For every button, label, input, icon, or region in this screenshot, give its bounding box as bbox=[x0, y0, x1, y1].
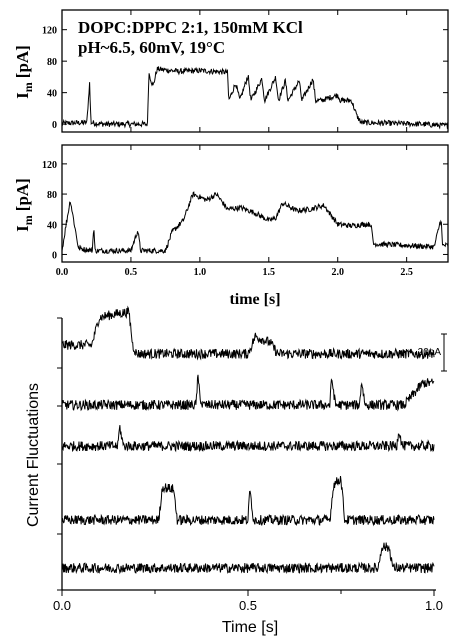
y-axis-label-sub: m bbox=[21, 215, 35, 225]
y-tick-label: 120 bbox=[42, 26, 57, 37]
panel-bottom-x-axis-label: Time [s] bbox=[222, 619, 278, 636]
fluctuation-trace bbox=[61, 374, 435, 412]
panel-top-y-axis-label: Im [pA] bbox=[13, 45, 35, 99]
svg-text:Im[pA]: Im [pA] bbox=[13, 45, 35, 99]
y-tick-label: 40 bbox=[47, 220, 57, 231]
panel-top-y-ticks: 0 40 80 120 bbox=[42, 26, 448, 131]
y-tick-label: 0 bbox=[52, 120, 57, 131]
x-tick-label: 2.5 bbox=[400, 267, 413, 278]
panel-top-trace bbox=[61, 66, 448, 130]
svg-text:Im[pA]: Im [pA] bbox=[13, 178, 35, 232]
panel-bottom-y-ticks bbox=[57, 317, 62, 591]
y-tick-label: 80 bbox=[47, 190, 57, 201]
panel-bottom-y-axis-label: Current Fluctuations bbox=[25, 383, 42, 527]
fluctuation-trace bbox=[61, 542, 435, 575]
y-axis-label-unit: [pA] bbox=[13, 45, 32, 78]
y-axis-label-sub: m bbox=[21, 82, 35, 92]
panel-middle-y-axis-label: Im [pA] bbox=[13, 178, 35, 232]
panel-bottom-x-ticks: 0.0 0.5 1.0 bbox=[53, 590, 443, 613]
x-tick-label: 1.0 bbox=[194, 267, 207, 278]
fluctuation-trace bbox=[61, 305, 435, 361]
x-tick-label: 1.5 bbox=[263, 267, 276, 278]
panel-top: DOPC:DPPC 2:1, 150mM KCl pH~6.5, 60mV, 1… bbox=[13, 9, 449, 133]
x-tick-label: 0.0 bbox=[53, 598, 71, 613]
panel-middle-y-ticks: 0 40 80 120 bbox=[42, 160, 448, 261]
panel-top-annotation-line-1: DOPC:DPPC 2:1, 150mM KCl bbox=[78, 18, 303, 37]
panel-top-annotation-line-2: pH~6.5, 60mV, 19°C bbox=[78, 38, 225, 57]
y-axis-label-main: I bbox=[13, 92, 32, 99]
panel-bottom: 0.0 0.5 1.0 Current Fluctuations Time [s] … bbox=[25, 305, 447, 636]
y-tick-label: 80 bbox=[47, 57, 57, 68]
svg-text:Current Fluctuations: Current Fluctuations bbox=[25, 383, 42, 527]
y-tick-label: 0 bbox=[52, 250, 57, 261]
panel-middle: Im [pA] 0 40 80 120 0.0 0.5 1.0 1.5 2.0 2.5 time … bbox=[13, 144, 449, 308]
panel-top-frame bbox=[61, 9, 449, 133]
panel-top-x-ticks bbox=[61, 10, 408, 132]
x-tick-label: 0.5 bbox=[239, 598, 257, 613]
y-tick-label: 120 bbox=[42, 160, 57, 171]
x-tick-label: 1.0 bbox=[425, 598, 443, 613]
panel-middle-x-ticks: 0.0 0.5 1.0 1.5 2.0 2.5 bbox=[56, 145, 413, 278]
panel-middle-trace bbox=[61, 191, 449, 255]
panel-middle-x-axis-label: time [s] bbox=[229, 291, 280, 308]
fluctuation-trace bbox=[61, 425, 435, 453]
y-axis-label-main: I bbox=[13, 225, 32, 232]
x-tick-label: 2.0 bbox=[331, 267, 344, 278]
scale-bar-label: 20pA bbox=[418, 347, 442, 358]
fluctuation-trace bbox=[61, 475, 435, 527]
scale-bar: 20pA bbox=[418, 333, 447, 372]
x-tick-label: 0.0 bbox=[56, 267, 69, 278]
y-tick-label: 40 bbox=[47, 89, 57, 100]
x-tick-label: 0.5 bbox=[125, 267, 138, 278]
panel-bottom-traces bbox=[61, 305, 435, 575]
panel-middle-frame bbox=[61, 144, 449, 263]
y-axis-label-unit: [pA] bbox=[13, 178, 32, 211]
